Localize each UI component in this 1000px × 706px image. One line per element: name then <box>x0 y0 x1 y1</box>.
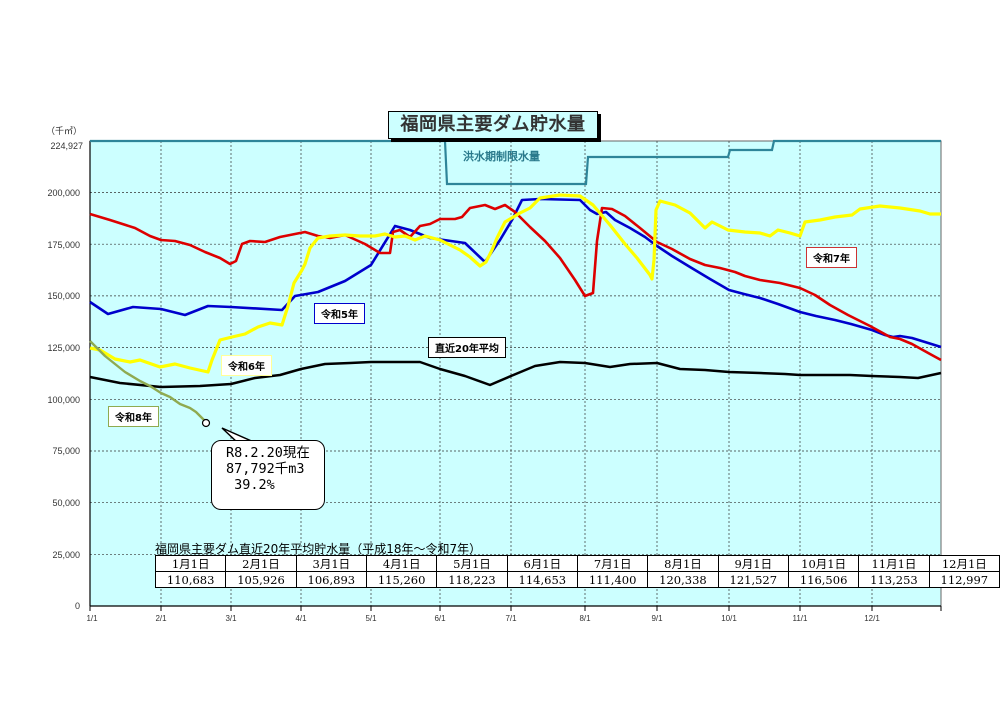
header-cell: 11月1日 <box>858 555 930 572</box>
series-r6 <box>89 193 941 374</box>
ytick-150000: 150,000 <box>47 291 80 301</box>
value-cell: 110,683 <box>154 571 227 588</box>
ytick-0: 0 <box>75 601 80 611</box>
header-cell: 5月1日 <box>436 555 508 572</box>
xtick-jul: 7/1 <box>505 614 517 623</box>
chart-title: 福岡県主要ダム貯水量 <box>388 111 598 139</box>
value-cell: 120,338 <box>647 571 719 588</box>
value-cell: 116,506 <box>787 571 860 588</box>
xtick-sep: 9/1 <box>651 614 663 623</box>
ytick-25000: 25,000 <box>52 550 80 560</box>
value-cell: 121,527 <box>717 571 789 588</box>
series-r8 <box>89 340 205 421</box>
label-r8: 令和8年 <box>108 406 159 427</box>
header-cell: 4月1日 <box>365 555 438 572</box>
x-axis-ticks <box>89 606 942 611</box>
value-cell: 115,260 <box>365 571 438 588</box>
ytick-175000: 175,000 <box>47 240 80 250</box>
ytick-100000: 100,000 <box>47 395 80 405</box>
x-tick-labels: 1/1 2/1 3/1 4/1 5/1 6/1 7/1 8/1 9/1 10/1… <box>86 614 880 623</box>
avg-table: 1月1日 2月1日 3月1日 4月1日 5月1日 6月1日 7月1日 8月1日 … <box>154 555 1000 588</box>
header-cell: 10月1日 <box>787 555 860 572</box>
ytick-75000: 75,000 <box>52 446 80 456</box>
callout-percent: 39.2% <box>226 477 275 493</box>
header-cell: 12月1日 <box>928 555 1000 572</box>
value-cell: 113,253 <box>858 571 930 588</box>
header-cell: 7月1日 <box>576 555 649 572</box>
series-avg-20yr <box>89 360 942 389</box>
xtick-nov: 11/1 <box>793 614 809 623</box>
ytick-50000: 50,000 <box>52 498 80 508</box>
label-r7: 令和7年 <box>806 247 857 268</box>
avg-table-header-row: 1月1日 2月1日 3月1日 4月1日 5月1日 6月1日 7月1日 8月1日 … <box>154 555 1000 572</box>
header-cell: 6月1日 <box>506 555 578 572</box>
value-cell: 111,400 <box>576 571 649 588</box>
value-cell: 118,223 <box>436 571 508 588</box>
current-value-marker <box>201 418 211 428</box>
callout-date: R8.2.20現在 <box>226 445 310 461</box>
xtick-feb: 2/1 <box>155 614 167 623</box>
label-r6: 令和6年 <box>221 355 272 376</box>
ytick-max: 224,927 <box>50 141 83 151</box>
xtick-aug: 8/1 <box>579 614 591 623</box>
xtick-jun: 6/1 <box>434 614 446 623</box>
current-status-callout: R8.2.20現在 87,792千m3 39.2% <box>211 440 325 510</box>
header-cell: 9月1日 <box>717 555 789 572</box>
header-cell: 8月1日 <box>647 555 719 572</box>
avg-table-value-row: 110,683 105,926 106,893 115,260 118,223 … <box>154 571 1000 588</box>
value-cell: 106,893 <box>295 571 367 588</box>
ytick-125000: 125,000 <box>47 343 80 353</box>
callout-volume: 87,792千m3 <box>226 461 305 477</box>
xtick-dec: 12/1 <box>864 614 880 623</box>
label-avg-20yr: 直近20年平均 <box>428 337 506 358</box>
header-cell: 1月1日 <box>154 555 227 572</box>
y-axis-unit: （千㎥） <box>46 127 83 137</box>
header-cell: 2月1日 <box>225 555 297 572</box>
flood-limit-label: 洪水期制限水量 <box>463 150 540 163</box>
avg-table-caption: 福岡県主要ダム直近20年平均貯水量（平成18年～令和7年） <box>155 542 482 556</box>
y-gridlines <box>90 192 941 555</box>
xtick-oct: 10/1 <box>721 614 737 623</box>
value-cell: 105,926 <box>225 571 297 588</box>
series-flood-limit <box>90 139 941 186</box>
value-cell: 112,997 <box>928 571 1000 588</box>
value-cell: 114,653 <box>506 571 578 588</box>
series-r7 <box>89 203 942 362</box>
ytick-200000: 200,000 <box>47 188 80 198</box>
label-r5: 令和5年 <box>314 303 365 324</box>
xtick-jan: 1/1 <box>86 614 98 623</box>
y-tick-labels: 224,927 200,000 175,000 150,000 125,000 … <box>47 141 83 611</box>
xtick-mar: 3/1 <box>225 614 237 623</box>
header-cell: 3月1日 <box>295 555 367 572</box>
xtick-apr: 4/1 <box>295 614 307 623</box>
xtick-may: 5/1 <box>365 614 377 623</box>
